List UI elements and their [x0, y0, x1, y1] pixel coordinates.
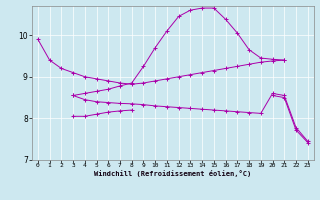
X-axis label: Windchill (Refroidissement éolien,°C): Windchill (Refroidissement éolien,°C) — [94, 170, 252, 177]
